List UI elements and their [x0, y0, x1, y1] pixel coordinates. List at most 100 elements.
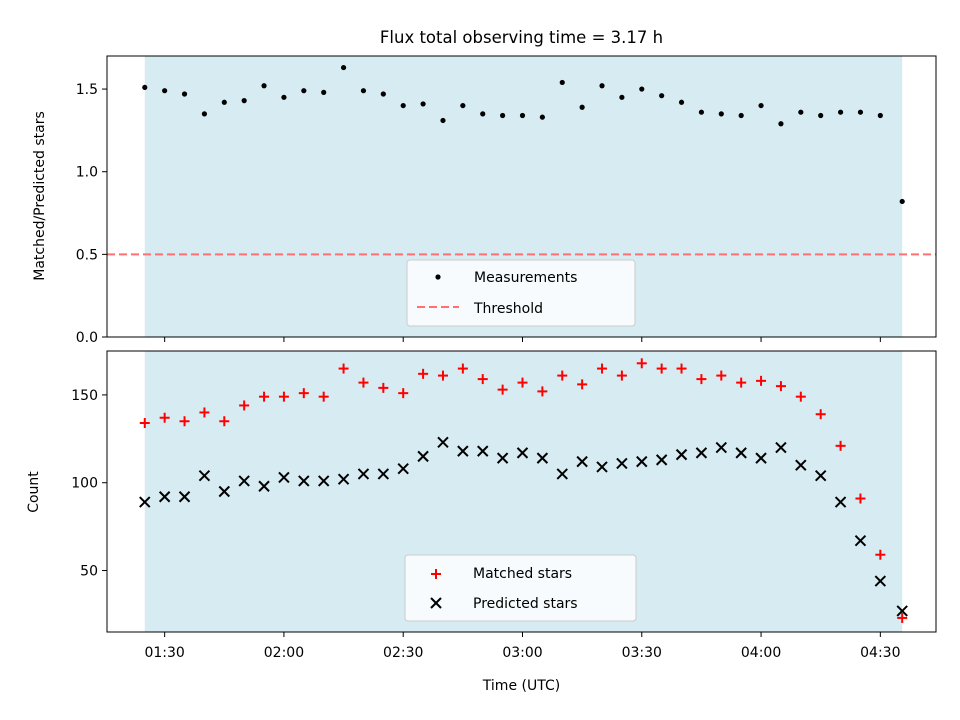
- measurement-point: [301, 88, 307, 94]
- predicted-star-point: [218, 485, 230, 498]
- measurement-point: [480, 111, 486, 117]
- measurement-point: [559, 79, 565, 86]
- measurement-point: [778, 121, 784, 127]
- predicted-star-point: [357, 468, 370, 480]
- predicted-star-point: [337, 473, 350, 485]
- predicted-star-point: [377, 468, 390, 480]
- predicted-star-point: [298, 475, 310, 487]
- predicted-star-point: [755, 452, 767, 464]
- matched-star-point: [199, 407, 210, 418]
- measurement-points: [142, 64, 905, 205]
- legend-measurements-label: Measurements: [474, 270, 577, 286]
- matched-star-point: [636, 358, 647, 369]
- measurement-point: [360, 88, 367, 94]
- predicted-star-point: [437, 436, 449, 449]
- measurement-point: [877, 112, 883, 119]
- measurement-point: [221, 99, 227, 105]
- top-panel: 0.0 0.5 1.0 1.5 Matched/Predicted stars Mea…: [32, 55, 937, 346]
- predicted-star-point: [834, 496, 847, 508]
- measurement-point: [599, 83, 605, 89]
- measurement-point: [321, 89, 327, 95]
- matched-star-point: [597, 363, 608, 374]
- matched-star-point: [736, 377, 747, 388]
- bottom-legend[interactable]: Matched stars Predicted stars: [404, 554, 637, 622]
- predicted-star-point: [417, 450, 429, 463]
- measurement-point: [142, 84, 148, 91]
- predicted-star-point: [795, 459, 807, 471]
- matched-star-point: [139, 418, 150, 429]
- measurement-point: [460, 102, 466, 109]
- measurement-point: [519, 112, 526, 119]
- predicted-star-point: [695, 447, 708, 459]
- top-y-axis: 0.0 0.5 1.0 1.5: [76, 82, 107, 346]
- chart-title: Flux total observing time = 3.17 h: [380, 28, 663, 47]
- measurement-point: [857, 109, 864, 115]
- matched-star-point: [696, 374, 707, 385]
- matched-star-point: [219, 416, 230, 427]
- measurement-point: [241, 98, 247, 104]
- predicted-star-point: [735, 447, 747, 459]
- matched-star-point: [278, 391, 289, 402]
- predicted-star-point: [655, 454, 668, 466]
- bottom-x-axis: 01:30 02:00 02:30 03:00 03:30 04:00 04:30: [144, 632, 901, 661]
- matched-star-point: [318, 391, 329, 402]
- predicted-star-point: [477, 445, 489, 457]
- matched-star-point: [756, 375, 767, 386]
- top-y-tick-label: 1.0: [76, 165, 98, 181]
- predicted-star-point: [576, 455, 588, 468]
- matched-star-point: [656, 363, 667, 374]
- measurement-point: [281, 94, 287, 100]
- predicted-star-point: [854, 534, 867, 547]
- predicted-star-point: [397, 462, 409, 475]
- top-legend[interactable]: Measurements Threshold: [406, 259, 636, 327]
- predicted-star-point: [317, 475, 330, 487]
- measurement-point: [162, 88, 168, 94]
- predicted-star-point: [496, 452, 509, 464]
- measurement-point: [698, 109, 705, 115]
- measurement-point: [758, 102, 764, 109]
- matched-star-point: [835, 440, 846, 451]
- predicted-star-point: [556, 468, 568, 480]
- top-y-tick-label: 1.5: [76, 82, 98, 98]
- legend-predicted-marker: [430, 597, 442, 609]
- matched-star-point: [557, 370, 568, 381]
- matched-star-point: [855, 493, 866, 504]
- predicted-star-point: [536, 452, 549, 464]
- bottom-y-axis: 50 100 150: [71, 388, 107, 580]
- predicted-stars-points: [139, 436, 908, 617]
- measurement-point: [579, 104, 585, 110]
- measurement-point: [261, 83, 267, 89]
- matched-star-point: [398, 388, 409, 399]
- matched-star-point: [457, 363, 468, 374]
- top-axes-frame: [106, 55, 937, 338]
- legend-predicted-label: Predicted stars: [473, 596, 578, 612]
- measurement-point: [899, 198, 905, 205]
- top-x-ticks: [164, 337, 881, 342]
- matched-star-point: [437, 370, 448, 381]
- predicted-star-point: [636, 455, 648, 468]
- top-y-tick-label: 0.5: [76, 247, 98, 263]
- predicted-star-point: [814, 469, 827, 482]
- matched-stars-points: [139, 358, 908, 623]
- legend-matched-marker: [431, 569, 441, 579]
- x-tick-label: 03:00: [502, 645, 542, 661]
- matched-star-point: [358, 377, 369, 388]
- matched-star-point: [477, 374, 488, 385]
- matched-star-point: [537, 386, 548, 397]
- matched-star-point: [378, 382, 389, 393]
- matched-star-point: [517, 377, 528, 388]
- predicted-star-point: [258, 480, 270, 492]
- predicted-star-point: [278, 471, 290, 484]
- matched-star-point: [418, 368, 429, 379]
- measurement-point: [639, 86, 645, 92]
- bottom-y-tick-label: 100: [71, 476, 98, 492]
- predicted-star-point: [139, 496, 151, 508]
- matched-star-point: [815, 409, 826, 420]
- measurement-point: [619, 94, 625, 100]
- measurement-point: [837, 109, 844, 115]
- top-y-axis-label: Matched/Predicted stars: [32, 111, 48, 281]
- top-y-tick-label: 0.0: [76, 330, 98, 346]
- measurement-point: [181, 91, 188, 97]
- x-tick-label: 04:30: [860, 645, 900, 661]
